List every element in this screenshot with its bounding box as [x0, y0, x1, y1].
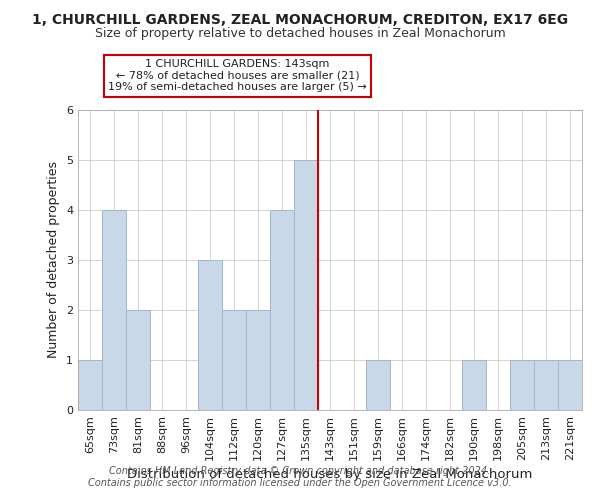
Text: Size of property relative to detached houses in Zeal Monachorum: Size of property relative to detached ho… — [95, 28, 505, 40]
Bar — [510, 360, 534, 410]
Bar — [366, 360, 390, 410]
Bar — [126, 310, 150, 410]
Y-axis label: Number of detached properties: Number of detached properties — [47, 162, 61, 358]
Bar — [558, 360, 582, 410]
Text: Contains HM Land Registry data © Crown copyright and database right 2024.
Contai: Contains HM Land Registry data © Crown c… — [88, 466, 512, 487]
Bar — [246, 310, 270, 410]
Bar — [270, 210, 294, 410]
Bar — [78, 360, 102, 410]
Bar — [102, 210, 126, 410]
Text: 1, CHURCHILL GARDENS, ZEAL MONACHORUM, CREDITON, EX17 6EG: 1, CHURCHILL GARDENS, ZEAL MONACHORUM, C… — [32, 12, 568, 26]
Text: 1 CHURCHILL GARDENS: 143sqm
← 78% of detached houses are smaller (21)
19% of sem: 1 CHURCHILL GARDENS: 143sqm ← 78% of det… — [108, 60, 367, 92]
X-axis label: Distribution of detached houses by size in Zeal Monachorum: Distribution of detached houses by size … — [127, 468, 533, 481]
Bar — [222, 310, 246, 410]
Bar — [462, 360, 486, 410]
Bar — [534, 360, 558, 410]
Bar — [294, 160, 318, 410]
Bar — [198, 260, 222, 410]
